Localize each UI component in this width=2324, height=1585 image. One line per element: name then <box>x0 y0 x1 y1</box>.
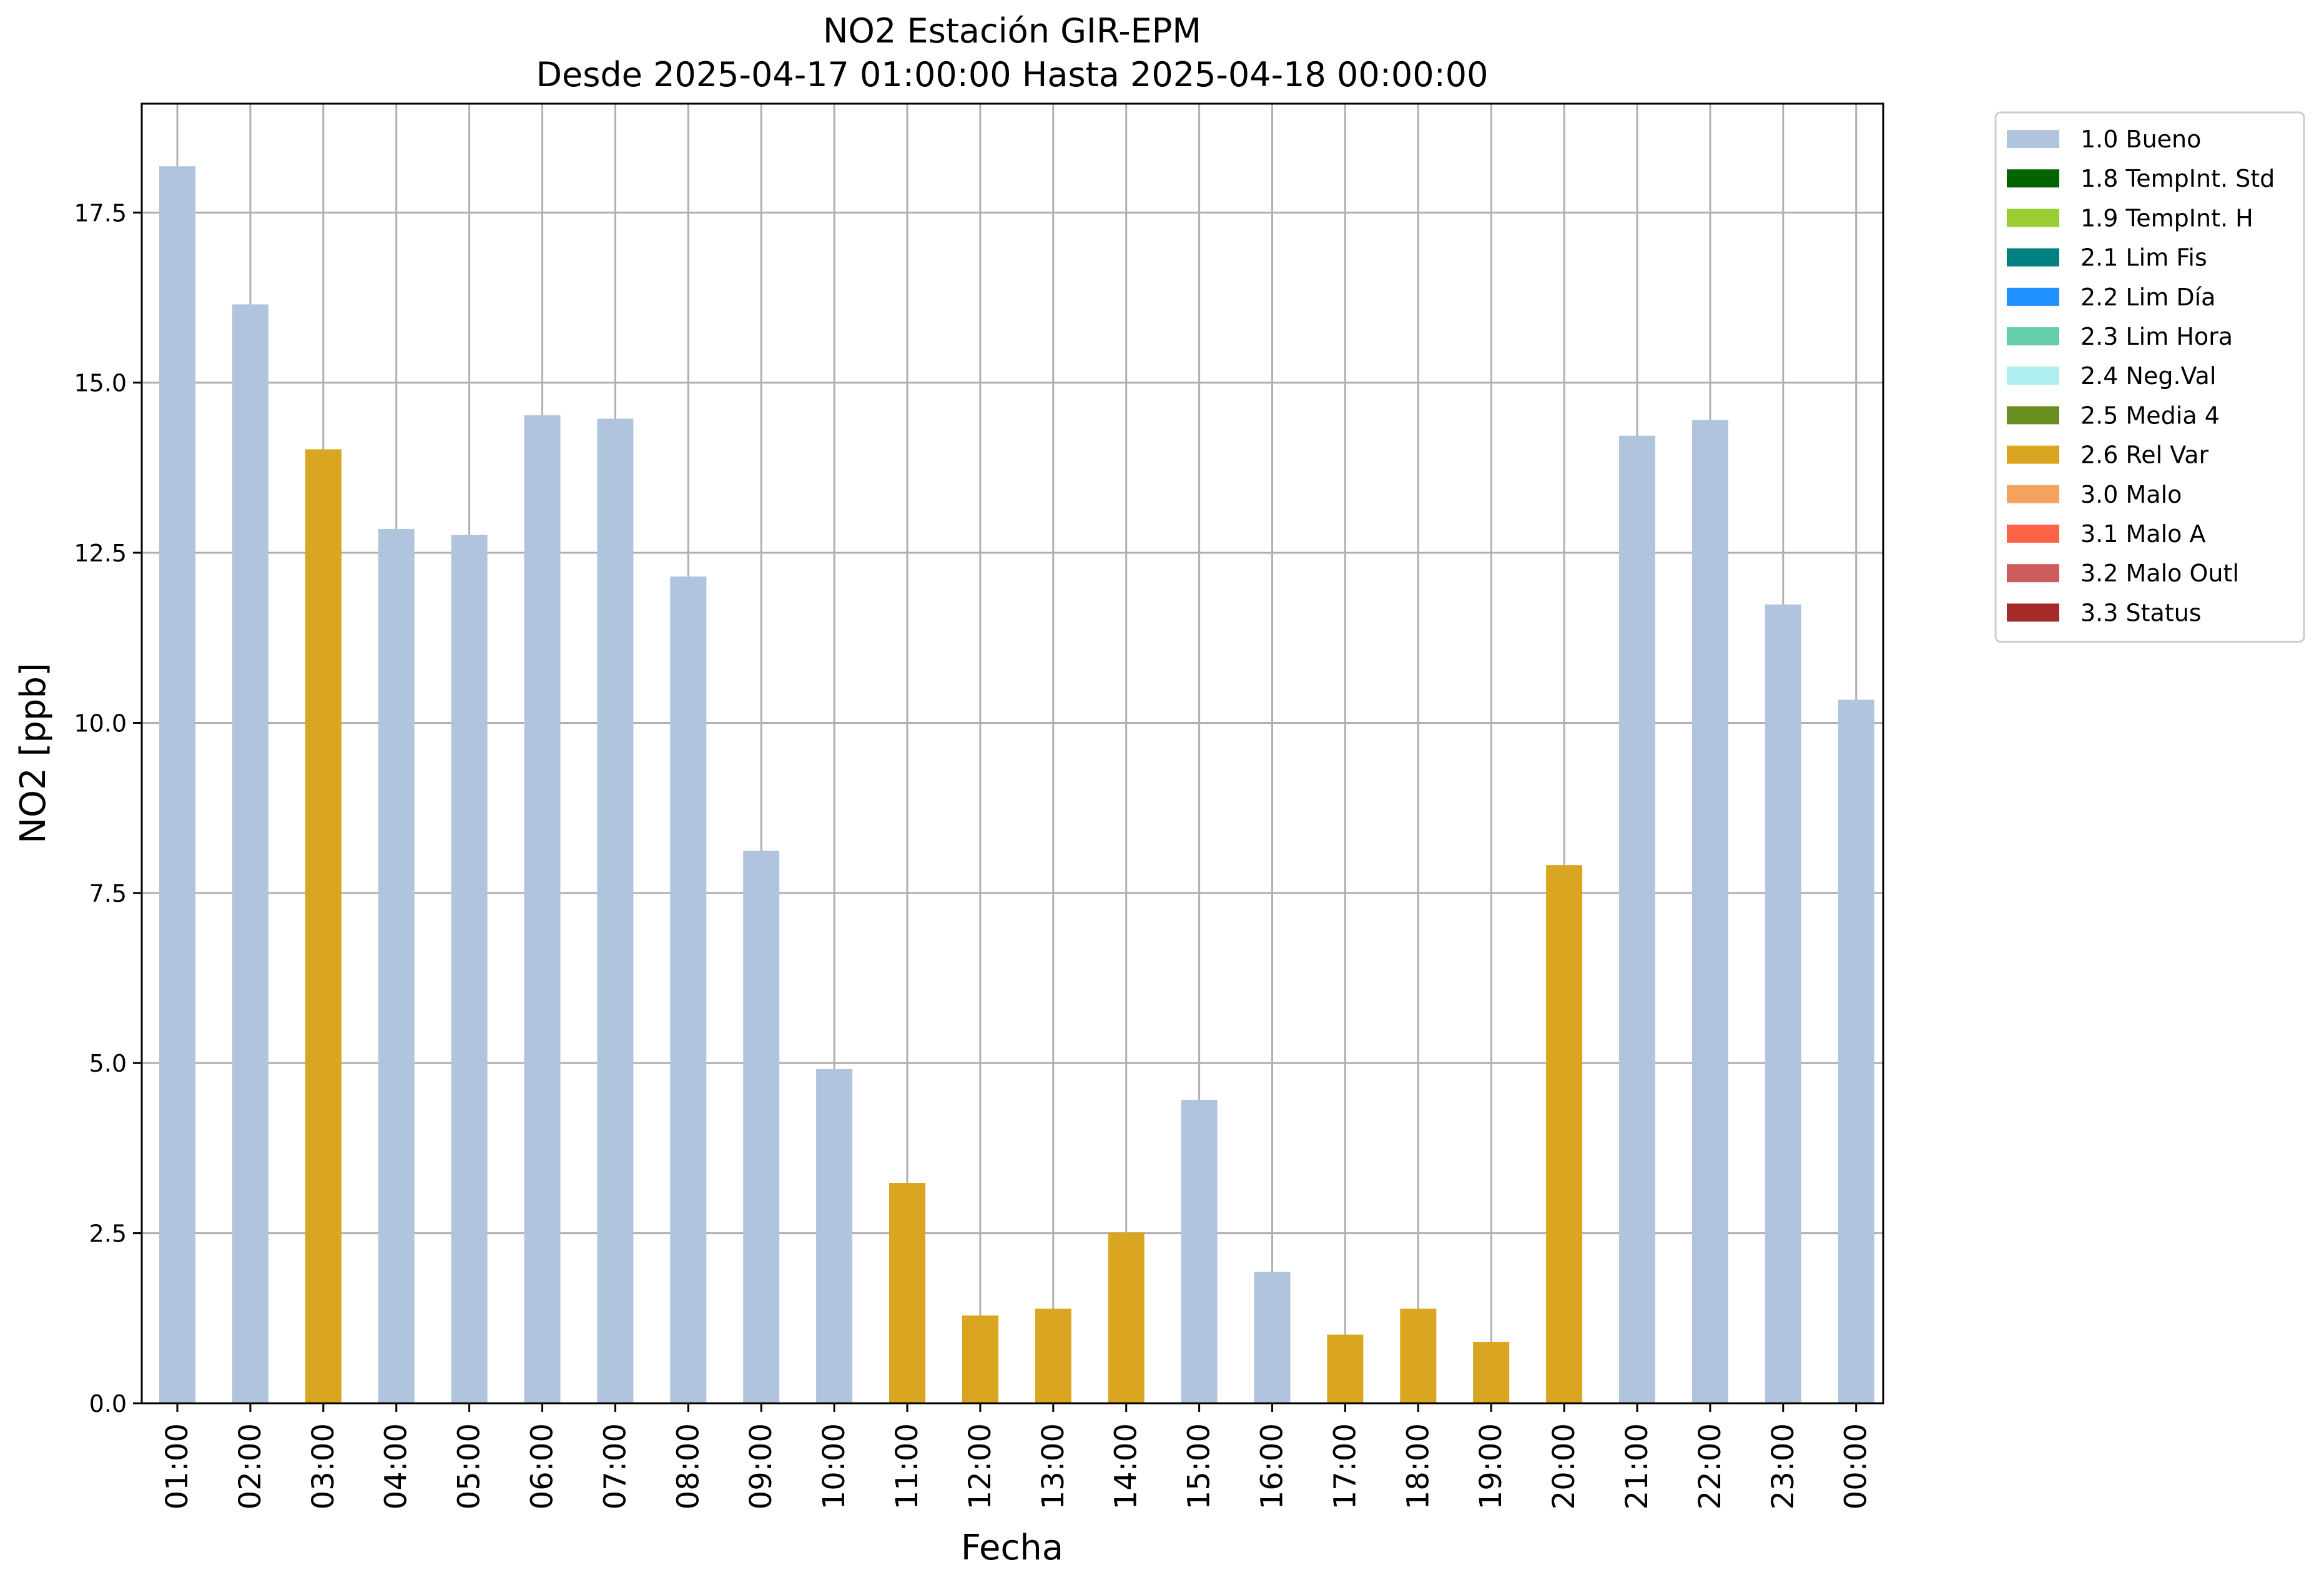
legend-label: 3.2 Malo Outl <box>2080 560 2239 587</box>
legend-label: 2.2 Lim Día <box>2080 284 2215 311</box>
x-tick-label: 05:00 <box>452 1423 487 1509</box>
x-tick-label: 20:00 <box>1547 1423 1582 1509</box>
bar-1500 <box>1181 1100 1218 1403</box>
bar-1000 <box>816 1069 853 1403</box>
bar-1100 <box>889 1182 925 1403</box>
bar-2300 <box>1765 604 1801 1403</box>
x-tick-label: 23:00 <box>1766 1423 1801 1509</box>
y-tick-label: 15.0 <box>74 370 127 397</box>
bar-0600 <box>524 415 561 1404</box>
x-tick-label: 18:00 <box>1401 1423 1435 1509</box>
bar-2000 <box>1546 865 1583 1403</box>
bar-0900 <box>743 851 780 1403</box>
bar-1200 <box>962 1315 998 1403</box>
legend-swatch <box>2007 485 2059 503</box>
bar-0500 <box>451 535 488 1403</box>
x-tick-label: 02:00 <box>233 1423 268 1509</box>
bar-1400 <box>1108 1232 1145 1403</box>
legend-swatch <box>2007 327 2059 345</box>
bar-1600 <box>1254 1271 1291 1403</box>
legend-label: 3.1 Malo A <box>2080 520 2205 548</box>
legend-label: 2.5 Media 4 <box>2080 402 2220 429</box>
legend-swatch <box>2007 169 2059 188</box>
x-tick-label: 01:00 <box>160 1423 195 1509</box>
x-tick-label: 21:00 <box>1620 1423 1655 1509</box>
x-tick-label: 00:00 <box>1839 1423 1874 1509</box>
x-tick-label: 03:00 <box>306 1423 341 1509</box>
y-axis-ticks: 0.0 2.5 5.0 7.5 10.0 12.5 15.0 17.5 <box>74 199 142 1418</box>
bar-2200 <box>1691 420 1728 1404</box>
legend-swatch <box>2007 130 2059 148</box>
x-tick-label: 04:00 <box>379 1423 414 1509</box>
legend-label: 1.0 Bueno <box>2080 126 2201 153</box>
bar-0700 <box>597 418 634 1403</box>
chart-title: NO2 Estación GIR-EPM <box>823 11 1201 51</box>
y-axis-label: NO2 [ppb] <box>13 663 54 844</box>
y-tick-label: 10.0 <box>74 709 127 737</box>
bar-0100 <box>159 166 195 1403</box>
legend-label: 2.4 Neg.Val <box>2080 362 2216 390</box>
legend-label: 3.0 Malo <box>2080 481 2182 508</box>
x-tick-label: 06:00 <box>525 1423 560 1509</box>
y-tick-label: 17.5 <box>74 199 127 227</box>
bar-1900 <box>1473 1341 1510 1403</box>
x-tick-label: 16:00 <box>1255 1423 1290 1509</box>
x-tick-label: 17:00 <box>1327 1423 1362 1509</box>
bar-0000 <box>1838 699 1874 1403</box>
legend-label: 1.8 TempInt. Std <box>2080 165 2275 192</box>
x-tick-label: 19:00 <box>1474 1423 1509 1509</box>
x-tick-label: 07:00 <box>598 1423 633 1509</box>
x-tick-label: 10:00 <box>817 1423 852 1509</box>
bar-0300 <box>305 449 342 1403</box>
plot-frame <box>140 102 1884 1405</box>
legend-label: 2.1 Lim Fis <box>2080 244 2207 272</box>
x-tick-label: 15:00 <box>1182 1423 1217 1509</box>
y-tick-label: 7.5 <box>89 880 127 907</box>
legend-swatch <box>2007 525 2059 543</box>
legend-label: 2.3 Lim Hora <box>2080 323 2233 350</box>
x-axis-label: Fecha <box>961 1528 1063 1568</box>
bar-1300 <box>1035 1308 1071 1403</box>
bar-0800 <box>670 576 707 1403</box>
legend-swatch <box>2007 287 2059 306</box>
legend-label: 2.6 Rel Var <box>2080 442 2209 469</box>
x-tick-label: 11:00 <box>890 1423 925 1509</box>
legend-label: 3.3 Status <box>2080 599 2202 626</box>
legend-swatch <box>2007 564 2059 583</box>
legend-swatch <box>2007 248 2059 267</box>
bar-0200 <box>232 304 268 1403</box>
bar-2100 <box>1619 435 1655 1403</box>
legend-label: 1.9 TempInt. H <box>2080 204 2253 232</box>
y-tick-label: 5.0 <box>89 1050 127 1077</box>
chart-subtitle: Desde 2025-04-17 01:00:00 Hasta 2025-04-… <box>536 55 1488 94</box>
x-tick-label: 08:00 <box>671 1423 706 1509</box>
bar-0400 <box>378 528 415 1403</box>
legend-swatch <box>2007 445 2059 464</box>
x-tick-label: 14:00 <box>1109 1423 1144 1509</box>
bar-1700 <box>1327 1334 1364 1403</box>
bars <box>159 166 1874 1404</box>
y-tick-label: 0.0 <box>89 1390 127 1418</box>
y-tick-label: 12.5 <box>74 540 127 567</box>
x-tick-label: 13:00 <box>1036 1423 1071 1509</box>
legend-swatch <box>2007 209 2059 227</box>
legend-swatch <box>2007 406 2059 425</box>
legend-box <box>1994 111 2305 643</box>
legend: 1.0 Bueno 1.8 TempInt. Std 1.9 TempInt. H 2… <box>1994 111 2305 643</box>
x-tick-label: 22:00 <box>1693 1423 1728 1509</box>
legend-swatch <box>2007 367 2059 385</box>
x-tick-label: 12:00 <box>963 1423 998 1509</box>
bar-1800 <box>1400 1308 1437 1403</box>
x-axis-ticks: 01:00 02:00 03:00 04:00 05:00 06:00 07:00 08:00… <box>160 1403 1874 1509</box>
x-tick-label: 09:00 <box>744 1423 779 1509</box>
y-tick-label: 2.5 <box>89 1220 127 1248</box>
legend-swatch <box>2007 603 2059 622</box>
